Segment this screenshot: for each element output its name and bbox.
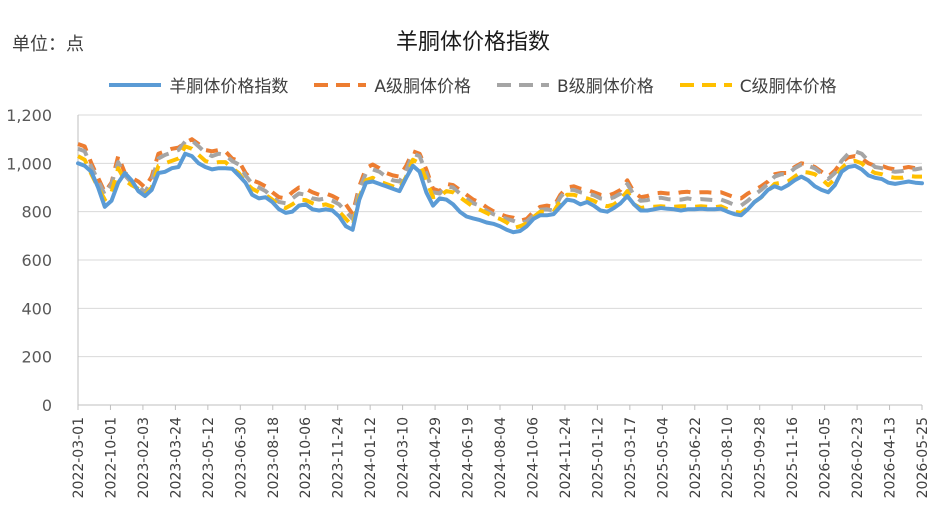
legend-label-index: 羊胴体价格指数	[169, 77, 289, 97]
x-tick-label: 2023-08-18	[266, 417, 282, 498]
x-tick-label: 2023-05-12	[201, 417, 217, 498]
x-tick-label: 2023-11-24	[331, 417, 347, 498]
x-tick-label: 2025-03-17	[623, 417, 639, 498]
x-tick-label: 2026-01-05	[818, 417, 834, 498]
y-tick-label: 1,200	[6, 106, 52, 125]
series-line-2	[77, 138, 923, 226]
series-line-0	[76, 151, 924, 235]
x-tick-label: 2024-03-10	[396, 417, 412, 498]
legend-swatch-index	[109, 82, 162, 87]
x-tick-label: 2025-05-04	[655, 417, 671, 498]
y-tick-label: 400	[21, 299, 52, 318]
x-tick-label: 2026-04-13	[883, 417, 899, 498]
x-tick-label: 2023-02-03	[136, 417, 152, 498]
y-tick-label: 0	[42, 396, 52, 415]
legend-item-b: B级胴体价格	[497, 72, 654, 97]
legend-swatch-a	[314, 82, 367, 87]
y-tick-label: 800	[21, 203, 52, 222]
x-tick-label: 2022-10-01	[103, 417, 119, 498]
series-line-3	[77, 144, 922, 231]
x-tick-label: 2026-05-25	[915, 417, 931, 498]
x-tick-label: 2024-10-06	[525, 417, 541, 498]
legend-swatch-b	[497, 82, 550, 87]
legend-item-c: C级胴体价格	[679, 72, 837, 97]
x-tick-label: 2024-08-04	[493, 417, 509, 498]
x-tick-label: 2023-10-06	[298, 417, 314, 498]
x-tick-label: 2026-02-23	[850, 417, 866, 498]
x-tick-label: 2025-01-12	[590, 417, 606, 498]
legend-label-c: C级胴体价格	[739, 77, 837, 97]
unit-label: 单位：点	[12, 34, 84, 55]
legend-item-index: 羊胴体价格指数	[109, 72, 288, 97]
x-tick-label: 2024-11-24	[558, 417, 574, 498]
legend-label-b: B级胴体价格	[557, 77, 654, 97]
x-tick-label: 2024-06-19	[461, 417, 477, 498]
legend-swatch-c	[679, 82, 732, 87]
y-tick-label: 1,000	[6, 154, 52, 173]
x-tick-label: 2025-08-10	[720, 417, 736, 498]
x-tick-label: 2025-06-22	[688, 417, 704, 498]
x-tick-label: 2022-03-01	[71, 417, 87, 498]
legend-item-a: A级胴体价格	[314, 72, 471, 97]
x-tick-label: 2025-09-28	[753, 417, 769, 498]
legend-label-a: A级胴体价格	[374, 77, 472, 97]
x-tick-label: 2023-03-24	[168, 417, 184, 498]
y-tick-label: 200	[21, 348, 52, 367]
x-tick-label: 2024-04-29	[428, 417, 444, 498]
chart-title: 羊胴体价格指数	[395, 30, 550, 55]
y-tick-label: 600	[21, 251, 52, 270]
x-tick-label: 2024-01-12	[363, 417, 379, 498]
chart-legend: 羊胴体价格指数 A级胴体价格 B级胴体价格 C级胴体价格	[0, 72, 946, 97]
x-tick-label: 2025-11-16	[785, 417, 801, 498]
x-tick-label: 2023-06-30	[233, 417, 249, 498]
